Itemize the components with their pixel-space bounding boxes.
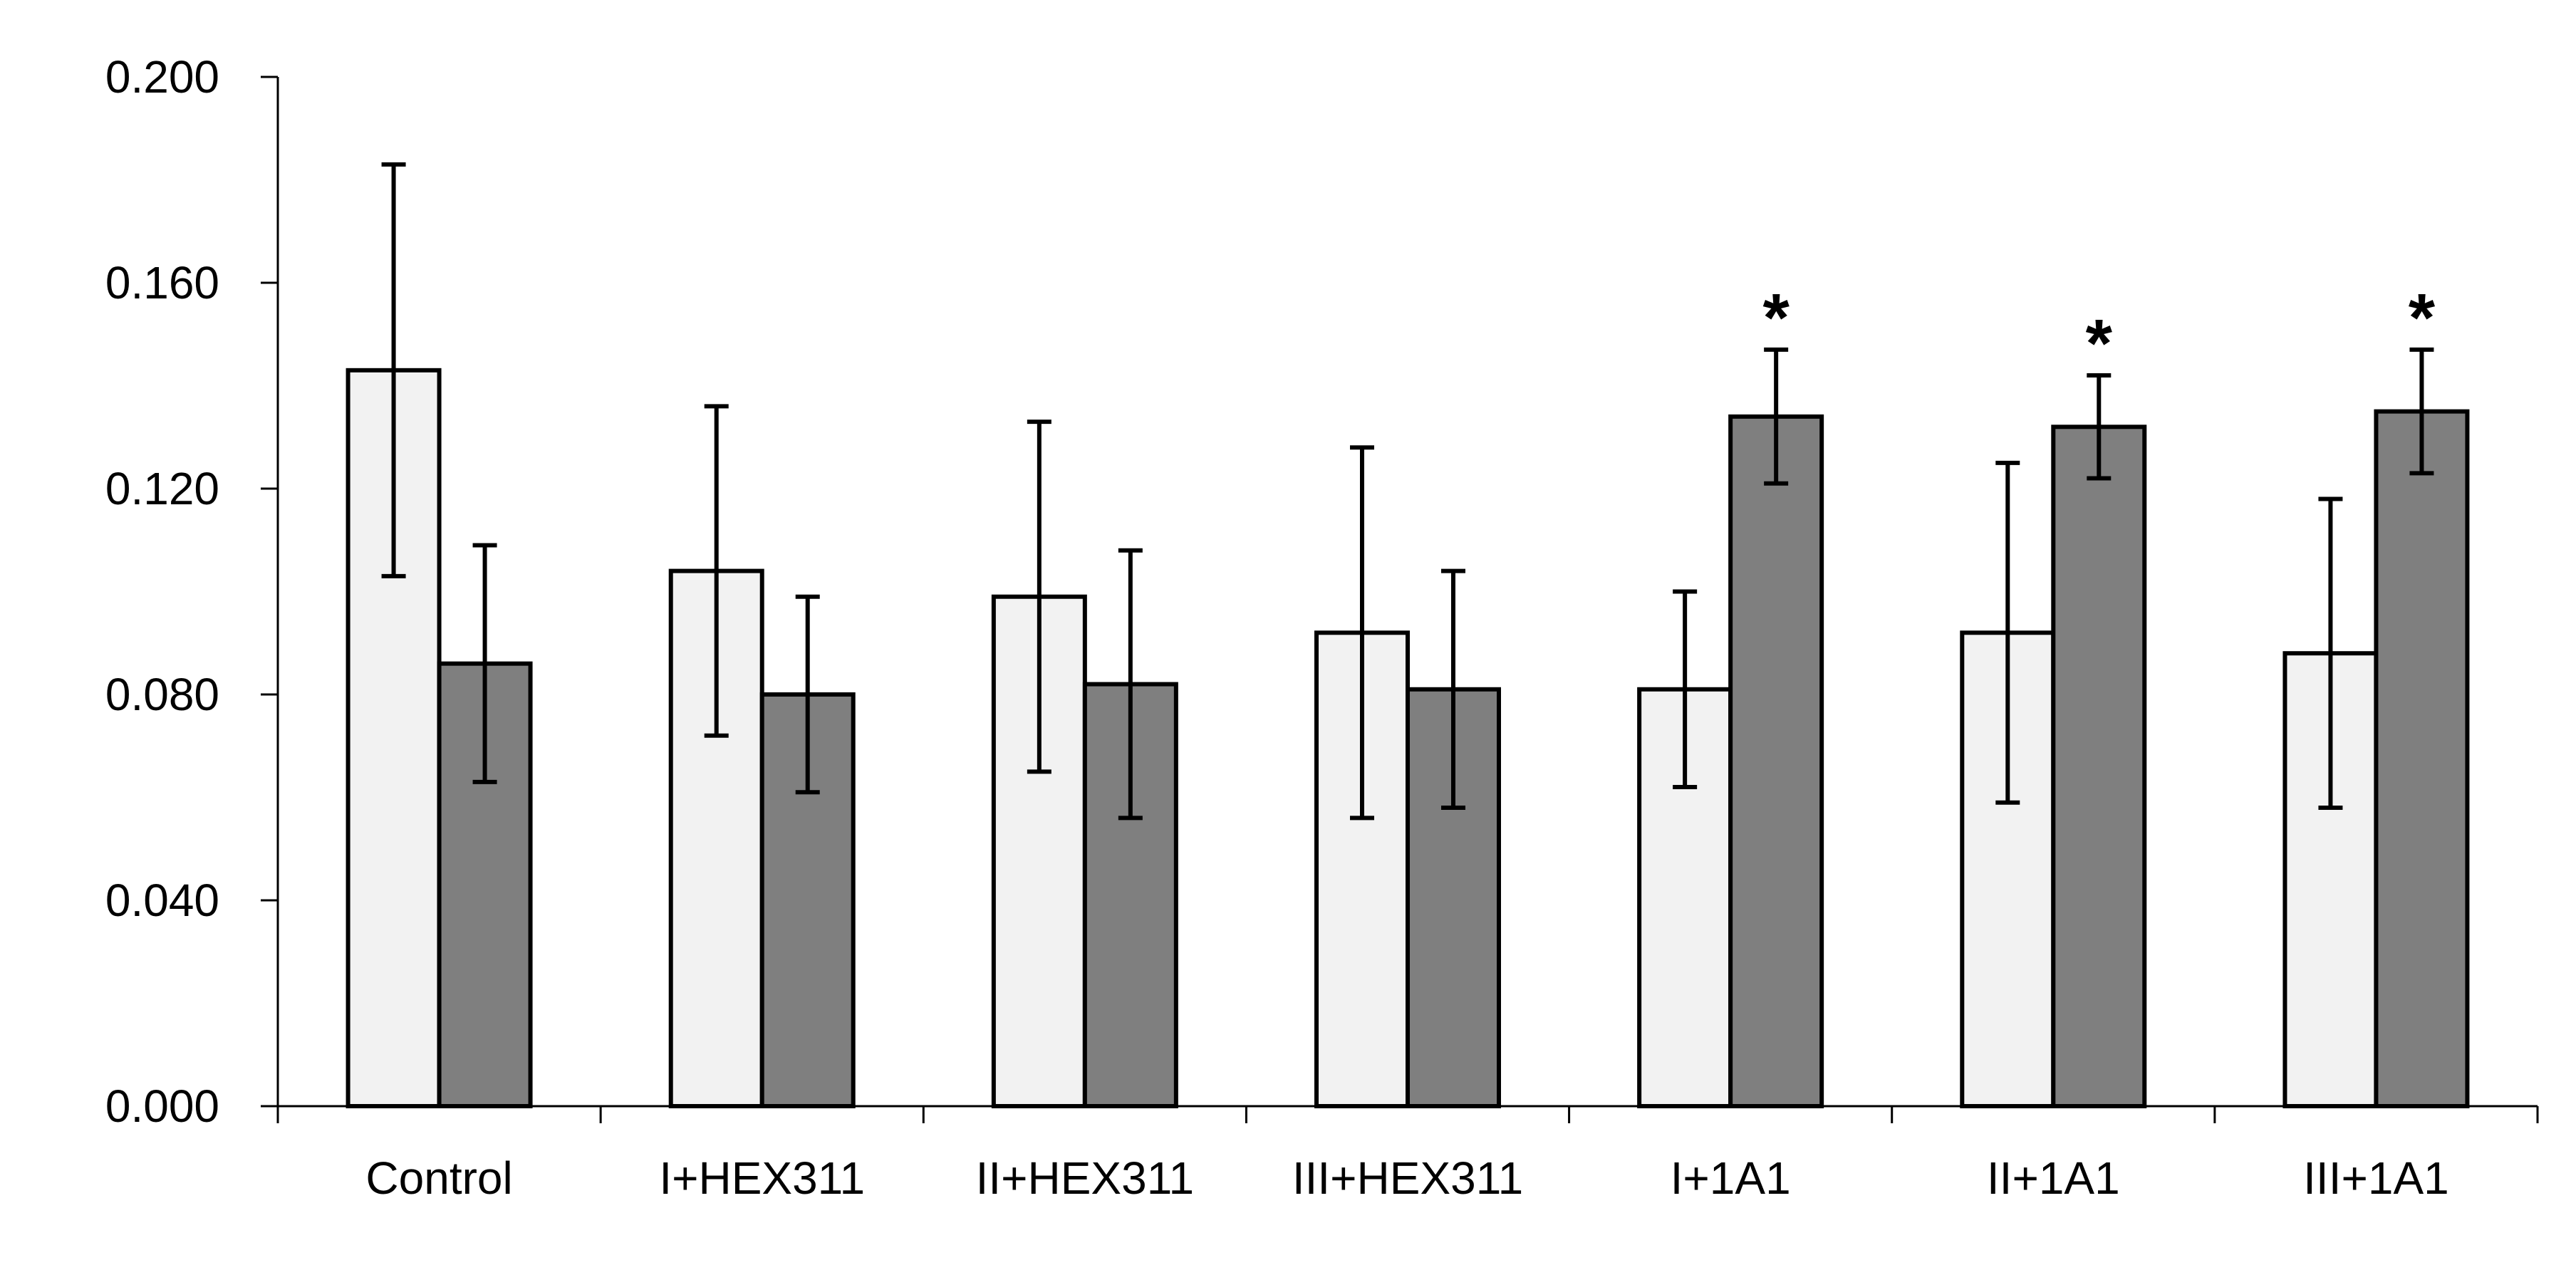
- x-axis: Control I+HEX311 II+HEX311 III+HEX311 I+1A1 I…: [276, 1105, 2539, 1204]
- x-tick-label: I+HEX311: [659, 1152, 865, 1204]
- y-tick-label: 0.160: [105, 257, 219, 308]
- x-tick-label: I+1A1: [1671, 1152, 1791, 1204]
- x-tick-label: II+HEX311: [976, 1152, 1195, 1204]
- error-bars: [381, 162, 2434, 821]
- y-tick-label: 0.200: [105, 51, 219, 103]
- y-tick-label: 0.000: [105, 1081, 219, 1132]
- y-tick-label: 0.040: [105, 875, 219, 926]
- bar: [1728, 414, 1824, 1108]
- bar: [346, 368, 442, 1109]
- bar: [2374, 409, 2470, 1108]
- bar: [2051, 425, 2147, 1108]
- significance-marker: *: [2086, 306, 2113, 382]
- annotations: * * *: [1762, 280, 2435, 382]
- y-tick-label: 0.080: [105, 669, 219, 720]
- x-tick-label: III+1A1: [2303, 1152, 2449, 1204]
- significance-marker: *: [1762, 280, 1790, 356]
- bar: [991, 594, 1087, 1108]
- x-tick-label: III+HEX311: [1292, 1152, 1523, 1204]
- y-tick-label: 0.120: [105, 463, 219, 514]
- bars: [346, 368, 2470, 1109]
- significance-marker: *: [2409, 280, 2436, 356]
- x-tick-label: Control: [365, 1152, 512, 1204]
- y-axis: 0.000 0.040 0.080 0.120 0.160 0.200: [105, 51, 279, 1132]
- x-tick-label: II+1A1: [1987, 1152, 2120, 1204]
